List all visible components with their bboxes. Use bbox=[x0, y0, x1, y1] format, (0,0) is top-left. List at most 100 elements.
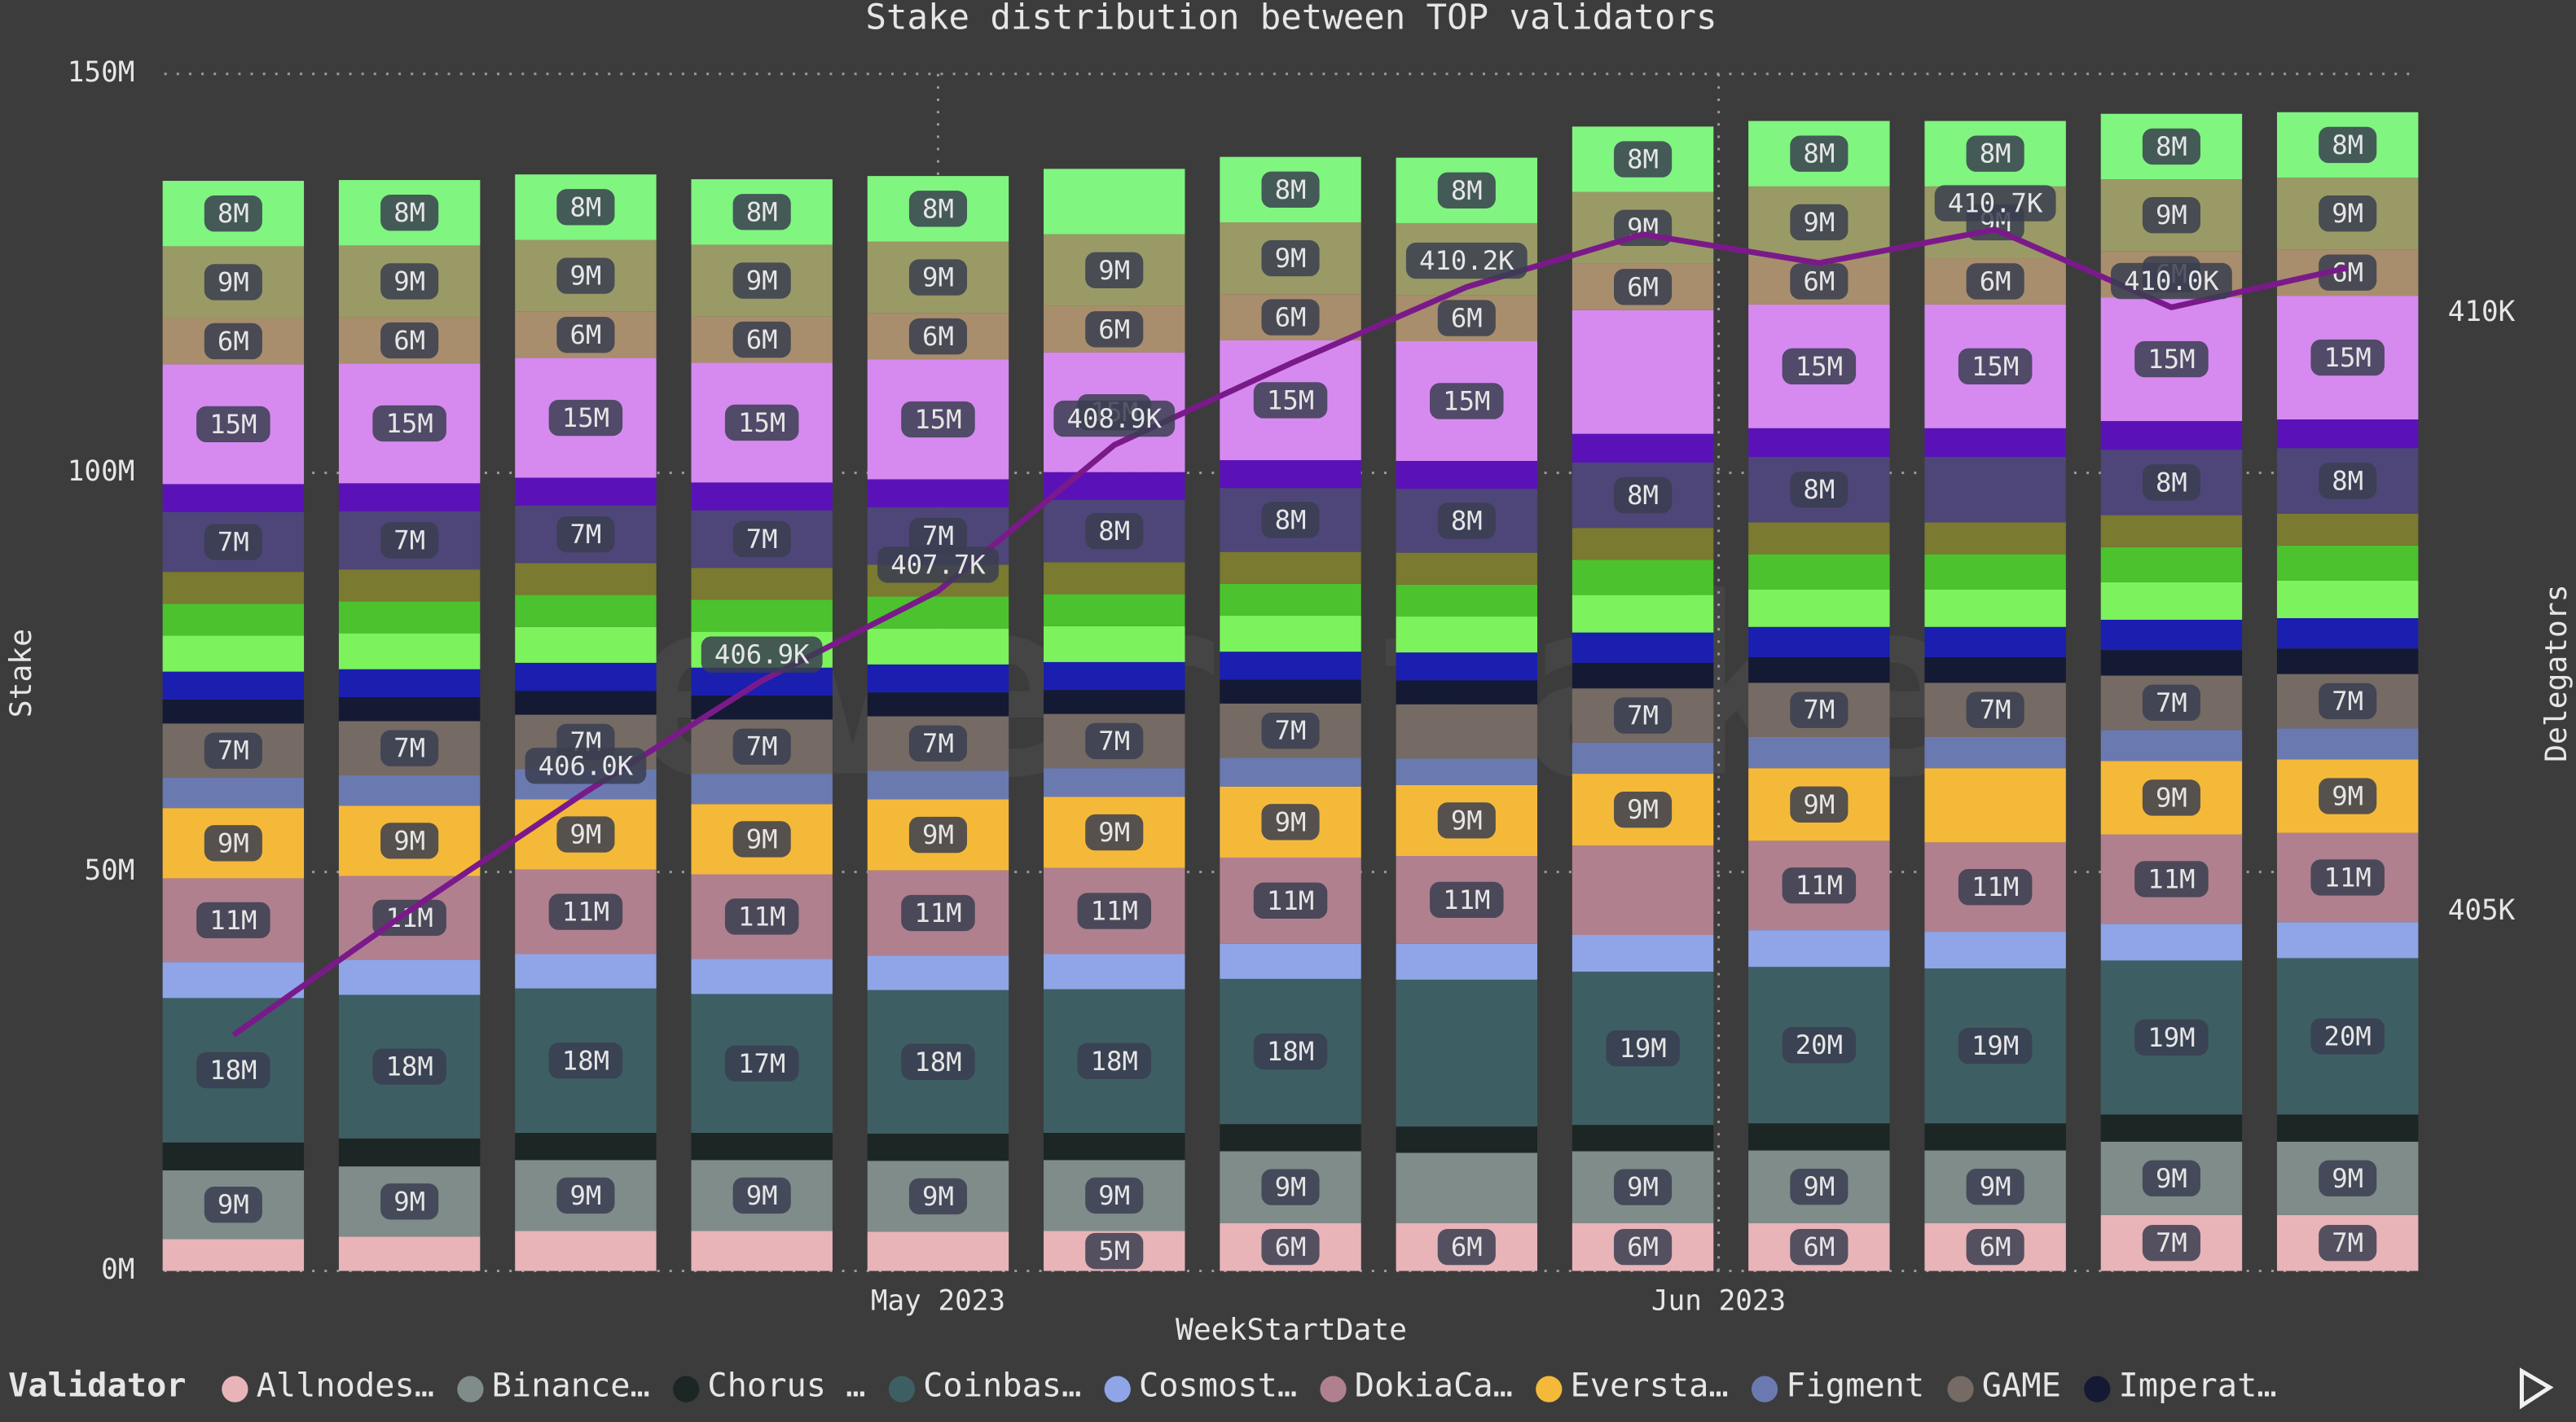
data-label: 8M bbox=[2332, 129, 2363, 160]
data-label: 6M bbox=[1451, 1231, 1483, 1262]
data-label-box bbox=[196, 1051, 270, 1089]
bar-segment bbox=[1044, 625, 1185, 662]
data-label: 8M bbox=[569, 191, 601, 222]
data-label-box bbox=[204, 524, 262, 560]
data-label-box bbox=[1437, 300, 1496, 336]
bar-segment bbox=[1572, 528, 1714, 560]
bar-segment bbox=[867, 692, 1009, 717]
bar-segment bbox=[162, 699, 305, 724]
data-label: 6M bbox=[393, 325, 425, 356]
data-label: 6M bbox=[1980, 1231, 2011, 1262]
data-label: 9M bbox=[569, 819, 601, 850]
bar-segment bbox=[1572, 632, 1714, 663]
data-label: 9M bbox=[2332, 198, 2363, 229]
data-label-box bbox=[548, 893, 623, 930]
data-label-box bbox=[1958, 869, 2033, 906]
bar-segment bbox=[162, 603, 305, 636]
bar-segment bbox=[515, 595, 657, 627]
data-label-box bbox=[908, 318, 968, 355]
data-label-box bbox=[2319, 195, 2377, 232]
data-label-box bbox=[2142, 779, 2200, 816]
data-label-box bbox=[1077, 1042, 1152, 1079]
data-label: 8M bbox=[1275, 504, 1307, 535]
bar-segment bbox=[1044, 661, 1185, 691]
play-icon[interactable] bbox=[2519, 1367, 2554, 1410]
bar-segment bbox=[1572, 595, 1714, 633]
data-label-box bbox=[380, 1183, 439, 1220]
data-label: 5M bbox=[1098, 1235, 1130, 1266]
bar-segment bbox=[1220, 1124, 1361, 1152]
legend-swatch bbox=[1320, 1376, 1347, 1402]
data-label: 15M bbox=[738, 407, 785, 438]
data-label: 9M bbox=[393, 1186, 425, 1217]
data-label-box bbox=[1790, 135, 1848, 172]
bar-segment bbox=[1396, 584, 1538, 617]
data-label: 6M bbox=[1275, 1231, 1307, 1262]
data-label: 9M bbox=[1098, 1180, 1130, 1211]
bar-segment bbox=[515, 1231, 657, 1271]
data-label-box bbox=[908, 259, 968, 296]
bar-segment bbox=[691, 599, 833, 632]
legend-label: Eversta… bbox=[1570, 1367, 1728, 1405]
bar-segment bbox=[1924, 626, 2066, 658]
y-axis-title: Stake bbox=[3, 629, 38, 718]
data-label: 11M bbox=[1972, 871, 2019, 902]
data-label-box bbox=[2142, 128, 2200, 165]
data-label: 6M bbox=[746, 324, 778, 355]
bar-segment bbox=[1924, 428, 2066, 458]
data-label: 7M bbox=[218, 526, 249, 557]
data-label: 11M bbox=[209, 905, 257, 936]
bar-segment bbox=[1924, 522, 2066, 555]
bar-segment bbox=[338, 633, 481, 669]
data-label: 410.2K bbox=[1419, 245, 1514, 276]
data-label-box bbox=[732, 321, 791, 358]
data-label: 7M bbox=[2156, 1227, 2187, 1258]
bar-segment bbox=[338, 1138, 481, 1167]
data-label-box bbox=[1966, 1228, 2024, 1266]
data-label-box bbox=[1261, 1228, 1320, 1266]
data-label-box bbox=[2319, 1225, 2377, 1262]
data-label: 15M bbox=[562, 402, 609, 433]
data-label-box bbox=[1261, 712, 1320, 749]
data-label-box bbox=[2142, 1225, 2200, 1262]
bar-segment bbox=[1924, 932, 2066, 969]
data-label-box bbox=[1437, 1228, 1496, 1266]
bar-segment bbox=[2100, 1114, 2243, 1142]
legend-label: DokiaCa… bbox=[1355, 1367, 1513, 1405]
data-label-box bbox=[1261, 239, 1320, 277]
data-label: 408.9K bbox=[1066, 403, 1162, 434]
data-label-box bbox=[724, 1045, 799, 1082]
bar-segment bbox=[2276, 419, 2419, 449]
data-label-box bbox=[2319, 126, 2377, 164]
data-label-box bbox=[1261, 171, 1320, 208]
legend-swatch bbox=[888, 1376, 916, 1402]
data-label: 9M bbox=[1098, 817, 1130, 848]
data-label: 20M bbox=[2324, 1020, 2372, 1051]
data-label: 9M bbox=[569, 1180, 601, 1211]
data-label-box bbox=[2134, 340, 2209, 378]
data-label-box bbox=[372, 1048, 446, 1085]
data-label: 11M bbox=[2147, 863, 2195, 894]
data-label-box bbox=[204, 1187, 262, 1223]
bar-segment bbox=[1044, 954, 1185, 990]
bar-segment bbox=[162, 671, 305, 700]
data-label: 9M bbox=[2332, 1163, 2363, 1194]
data-label-box bbox=[2319, 778, 2377, 814]
data-label: 15M bbox=[914, 404, 961, 435]
legend-label: Chorus … bbox=[707, 1367, 865, 1405]
data-label: 6M bbox=[1627, 1231, 1659, 1262]
data-label-box bbox=[1790, 786, 1848, 823]
data-label: 15M bbox=[386, 408, 433, 439]
data-label: 15M bbox=[1972, 351, 2019, 382]
bar-segment bbox=[867, 479, 1009, 507]
bar-segment bbox=[1396, 704, 1538, 759]
data-label: 9M bbox=[393, 266, 425, 297]
legend-swatch bbox=[1751, 1376, 1778, 1402]
data-label-box bbox=[380, 263, 439, 300]
data-label: 19M bbox=[2147, 1022, 2195, 1053]
bar-segment bbox=[1396, 943, 1538, 980]
data-label-box bbox=[732, 520, 791, 558]
bar-segment bbox=[515, 691, 657, 715]
bar-segment bbox=[1396, 617, 1538, 653]
data-label: 8M bbox=[1627, 144, 1659, 175]
